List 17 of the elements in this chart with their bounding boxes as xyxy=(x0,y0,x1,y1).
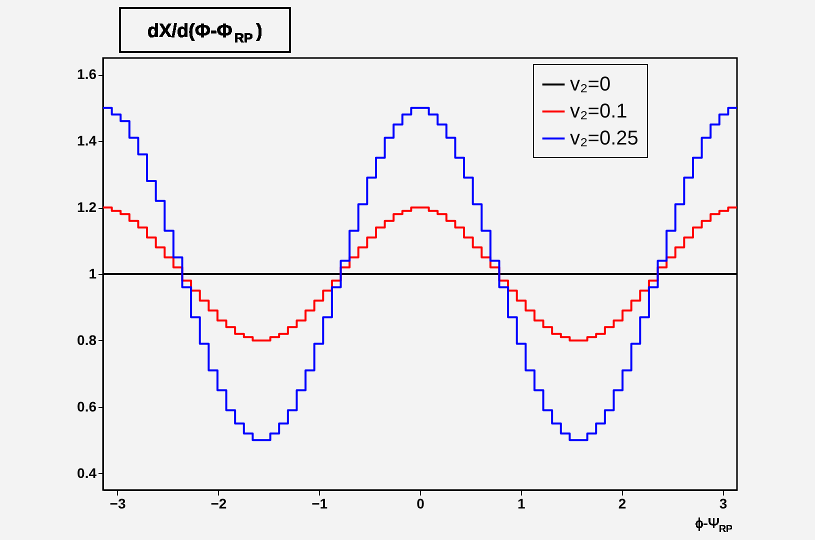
x-tick-label: 2 xyxy=(618,496,626,512)
y-tick-label: 1 xyxy=(88,266,97,282)
y-tick-label: 0.6 xyxy=(77,398,97,414)
y-tick-label: 1.4 xyxy=(77,132,97,149)
x-tick-label: −2 xyxy=(210,496,227,512)
x-tick-label: −1 xyxy=(312,496,328,512)
legend-label: v₂=0.25 xyxy=(570,128,638,150)
x-tick-label: −3 xyxy=(110,496,126,512)
y-tick-label: 1.6 xyxy=(77,66,97,82)
x-tick-label: 0 xyxy=(416,496,425,512)
legend-label: v₂=0 xyxy=(570,74,611,96)
x-tick-label: 1 xyxy=(518,496,526,512)
x-tick-label: 3 xyxy=(719,496,728,512)
y-tick-label: 1.2 xyxy=(77,199,97,216)
y-tick-label: 0.8 xyxy=(77,332,97,348)
legend-label: v₂=0.1 xyxy=(570,100,628,122)
y-tick-label: 0.4 xyxy=(77,464,97,481)
